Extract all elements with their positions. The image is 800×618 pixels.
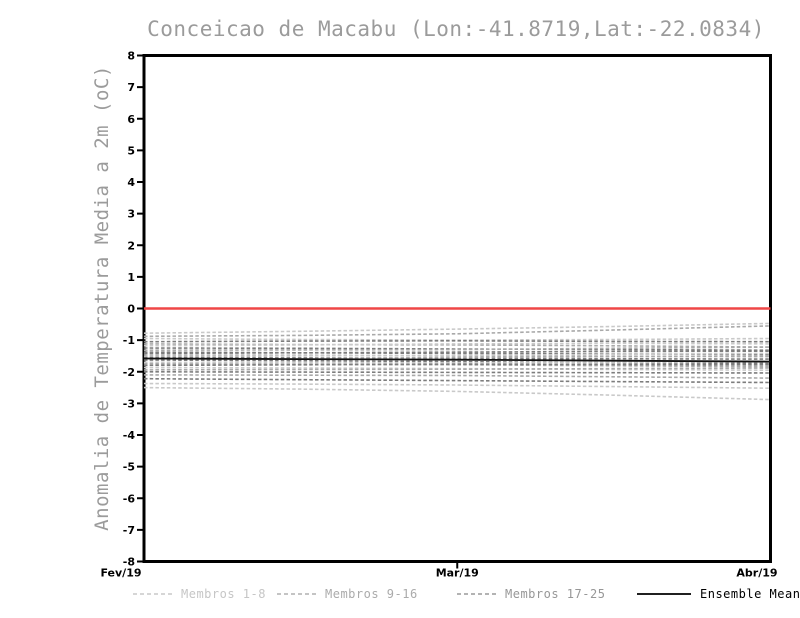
ensemble-member-line — [143, 367, 771, 371]
legend-item: Membros 1-8 — [133, 585, 266, 603]
y-tick-label: -6 — [123, 492, 136, 505]
ensemble-member-line — [143, 359, 771, 365]
legend-label: Membros 9-16 — [325, 587, 418, 601]
x-tick-label: Fev/19 — [100, 567, 141, 580]
ensemble-member-line — [143, 347, 771, 352]
y-tick-label: -1 — [123, 334, 135, 347]
legend-solid-line-sample — [637, 593, 691, 595]
legend-dashed-line-sample — [133, 593, 172, 595]
chart-legend: Membros 1-8 Membros 9-16 Membros 17-25 Ense… — [0, 585, 800, 603]
legend-label: Membros 1-8 — [181, 587, 266, 601]
ensemble-member-line — [143, 356, 771, 360]
legend-item: Ensemble Mean — [637, 585, 800, 603]
ensemble-member-line — [143, 343, 771, 348]
ensemble-member-line — [143, 377, 771, 384]
ensemble-member-line — [143, 337, 771, 341]
ensemble-member-line — [143, 382, 771, 389]
ensemble-member-line — [143, 374, 771, 379]
y-tick-label: -3 — [123, 397, 135, 410]
ensemble-member-line — [143, 386, 771, 401]
x-tick-label: Mar/19 — [436, 567, 479, 580]
y-tick-label: 7 — [127, 81, 135, 94]
y-tick-label: -7 — [123, 524, 135, 537]
y-tick-label: -2 — [123, 366, 135, 379]
ensemble-member-line — [143, 342, 771, 347]
y-tick-label: 8 — [127, 50, 135, 63]
ensemble-member-line — [143, 350, 771, 355]
legend-dashed-line-sample — [457, 593, 496, 595]
y-tick-label: 4 — [127, 176, 135, 189]
y-tick-label: 0 — [127, 303, 135, 316]
ensemble-member-line — [143, 363, 771, 367]
y-tick-label: 3 — [127, 208, 135, 221]
ensemble-member-line — [143, 325, 771, 338]
legend-dashed-line-sample — [277, 593, 316, 595]
ensemble-member-line — [143, 339, 771, 343]
legend-item: Membros 9-16 — [277, 585, 418, 603]
ensemble-member-line — [143, 370, 771, 374]
ensemble-mean-line — [143, 357, 771, 363]
y-tick-label: 2 — [127, 239, 135, 252]
legend-label: Membros 17-25 — [505, 587, 606, 601]
ensemble-member-line — [143, 362, 771, 368]
ensemble-member-line — [143, 366, 771, 372]
y-tick-label: -5 — [123, 461, 135, 474]
y-tick-label: 6 — [127, 113, 135, 126]
y-tick-label: -8 — [123, 556, 135, 569]
y-tick-label: 5 — [127, 144, 135, 157]
y-tick-label: -4 — [123, 429, 136, 442]
legend-item: Membros 17-25 — [457, 585, 605, 603]
chart-title: Conceicao de Macabu (Lon:-41.8719,Lat:-2… — [147, 17, 765, 41]
ensemble-member-line — [143, 360, 771, 364]
ensemble-member-line — [143, 346, 771, 352]
legend-label: Ensemble Mean — [700, 587, 800, 601]
x-tick-label: Abr/19 — [736, 567, 777, 580]
y-tick-label: 1 — [127, 271, 135, 284]
ensemble-member-line — [143, 322, 771, 334]
ensemble-member-line — [143, 352, 771, 358]
